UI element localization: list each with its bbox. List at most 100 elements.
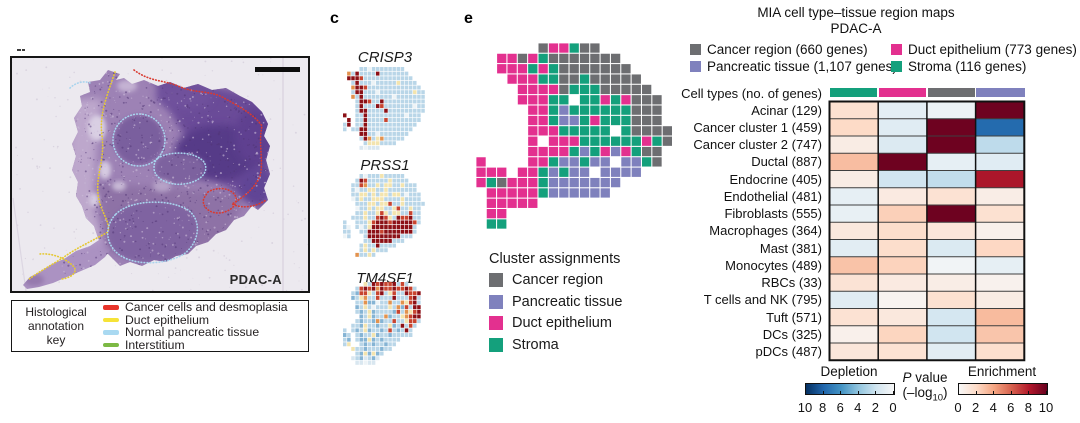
- colorbar-tick-label: 6: [1007, 400, 1015, 415]
- colorbar-tick-label: 8: [818, 400, 827, 415]
- colorbar-tickmark: [857, 391, 859, 395]
- annotation-key-title-line: annotation: [27, 319, 85, 333]
- cluster-legend-item: Pancreatic tissue: [489, 294, 622, 310]
- annotation-key-label: Normal pancreatic tissue: [125, 325, 260, 340]
- colorbar-tickmark: [975, 391, 977, 395]
- cluster-legend-swatch: [489, 316, 503, 330]
- colorbar-tickmark: [893, 391, 894, 395]
- heatmap-row-label: RBCs (33): [761, 275, 822, 291]
- colorbar-tickmark: [1010, 391, 1012, 395]
- pvalue-log-label: (–log10): [902, 385, 948, 404]
- colorbar-tickmark: [1028, 391, 1030, 395]
- heatmap-row-label: Cancer cluster 1 (459): [693, 119, 822, 135]
- cluster-legend-label: Stroma: [512, 336, 559, 353]
- annotation-key-title-line: key: [46, 333, 66, 347]
- colorbar-tickmark: [840, 391, 842, 395]
- annotation-key-items: Cancer cells and desmoplasia Duct epithel…: [100, 300, 308, 352]
- mia-subtitle: PDAC-A: [830, 21, 882, 36]
- heatmap-row-label: Endothelial (481): [723, 188, 822, 204]
- annotation-key-label: Interstitium: [125, 337, 185, 352]
- column-strip-segment: [976, 87, 1026, 97]
- colorbar-tickmark: [822, 391, 824, 395]
- celltypes-header: Cell types (no. of genes): [681, 86, 822, 101]
- annotation-color-swatch: [103, 317, 119, 322]
- annotation-key-item: Interstitium: [103, 337, 308, 352]
- mia-legend-item: Pancreatic tissue (1,107 genes): [690, 59, 897, 74]
- panel-label-c: c: [330, 10, 339, 27]
- annotation-key-item: Cancer cells and desmoplasia: [103, 300, 308, 315]
- colorbar-tickmark: [993, 391, 995, 395]
- heatmap-row-label: Fibroblasts (555): [724, 206, 822, 222]
- annotation-color-swatch: [103, 342, 119, 347]
- annotation-key-label: Cancer cells and desmoplasia: [125, 300, 288, 315]
- panel-label-e: e: [464, 10, 473, 27]
- heatmap-row-label: Ductal (887): [751, 154, 822, 170]
- annotation-key-title-line: Histological: [25, 305, 87, 319]
- heatmap-row-label: DCs (325): [762, 326, 822, 342]
- heatmap-row-label: Monocytes (489): [725, 257, 822, 273]
- cluster-legend-label: Duct epithelium: [512, 315, 612, 331]
- colorbar-tick-label: 2: [871, 400, 880, 415]
- annotation-key-label: Duct epithelium: [125, 312, 209, 327]
- heatmap-row-label: pDCs (487): [755, 344, 822, 360]
- heatmap-row-label: Mast (381): [759, 240, 822, 256]
- mia-legend-swatch: [891, 43, 902, 55]
- colorbar-tick-label: 8: [1024, 400, 1033, 415]
- colorbar-tick-label: 0: [889, 400, 897, 415]
- cluster-legend-swatch: [489, 337, 503, 352]
- colorbar-tickmark: [805, 391, 806, 395]
- cluster-legend-label: Pancreatic tissue: [512, 293, 623, 310]
- heatmap-row-label: Endocrine (405): [729, 171, 823, 187]
- depletion-label: Depletion: [820, 364, 878, 379]
- colorbar-tick-label: 2: [971, 400, 980, 415]
- spot-map-prss1: [343, 174, 425, 257]
- sample-label: PDAC-A: [229, 272, 282, 287]
- mia-legend-swatch: [690, 61, 701, 72]
- heatmap-row-label: Acinar (129): [751, 102, 822, 118]
- column-strip-segment: [927, 87, 975, 97]
- heatmap-row-label: T cells and NK (795): [703, 292, 822, 308]
- cluster-legend-label: Cancer region: [512, 272, 604, 288]
- colorbar-tickmark: [958, 391, 959, 395]
- column-strip-segment: [829, 87, 877, 97]
- heatmap-row-label: Tuft (571): [766, 309, 822, 325]
- cluster-legend-item: Cancer region: [489, 272, 603, 288]
- cropped-mark: [17, 49, 21, 51]
- pvalue-label: P value: [902, 370, 948, 385]
- scale-bar: [255, 67, 300, 72]
- annotation-key-item: Duct epithelium: [103, 312, 308, 327]
- cluster-legend-item: Duct epithelium: [489, 315, 612, 331]
- colorbar-tick-label: 0: [954, 400, 962, 415]
- mia-legend-label: Pancreatic tissue (1,107 genes): [707, 59, 897, 74]
- enrichment-label: Enrichment: [967, 364, 1037, 379]
- cluster-legend-swatch: [489, 294, 503, 309]
- mia-title: MIA cell type–tissue region maps: [757, 5, 955, 20]
- mia-heatmap: [828, 100, 1026, 362]
- cluster-legend-item: Stroma: [489, 337, 559, 353]
- colorbar-tick-label: 10: [1038, 400, 1054, 415]
- gene-title-prss1: PRSS1: [360, 157, 410, 174]
- colorbar-tick-label: 4: [989, 400, 997, 415]
- colorbar-tickmark: [1046, 391, 1047, 395]
- colorbar-tick-label: 4: [854, 400, 862, 415]
- mia-legend-label: Stroma (116 genes): [908, 59, 1027, 74]
- cluster-legend-swatch: [489, 273, 503, 287]
- colorbar-tick-label: 6: [836, 400, 844, 415]
- mia-legend-label: Cancer region (660 genes): [707, 41, 868, 57]
- column-strip-segment: [879, 87, 927, 97]
- spot-map-tm4sf1: [343, 282, 421, 365]
- heatmap-row-label: Macrophages (364): [709, 223, 822, 239]
- mia-legend-swatch: [891, 61, 902, 72]
- histology-annotation-key: Histological annotation key Cancer cells a…: [11, 300, 309, 352]
- enrichment-colorbar: [958, 383, 1048, 395]
- histology-image-panel: PDAC-A: [10, 56, 310, 293]
- heatmap-row-label: Cancer cluster 2 (747): [693, 137, 822, 153]
- mia-legend-label: Duct epithelium (773 genes): [908, 41, 1077, 57]
- colorbar-tick-label: 10: [797, 400, 813, 415]
- spot-map-crisp3: [343, 67, 425, 150]
- depletion-colorbar: [805, 383, 895, 395]
- histology-tissue-image: [11, 57, 309, 292]
- mia-legend-swatch: [690, 43, 701, 55]
- annotation-color-swatch: [103, 330, 119, 335]
- mia-legend-item: Cancer region (660 genes): [690, 41, 868, 57]
